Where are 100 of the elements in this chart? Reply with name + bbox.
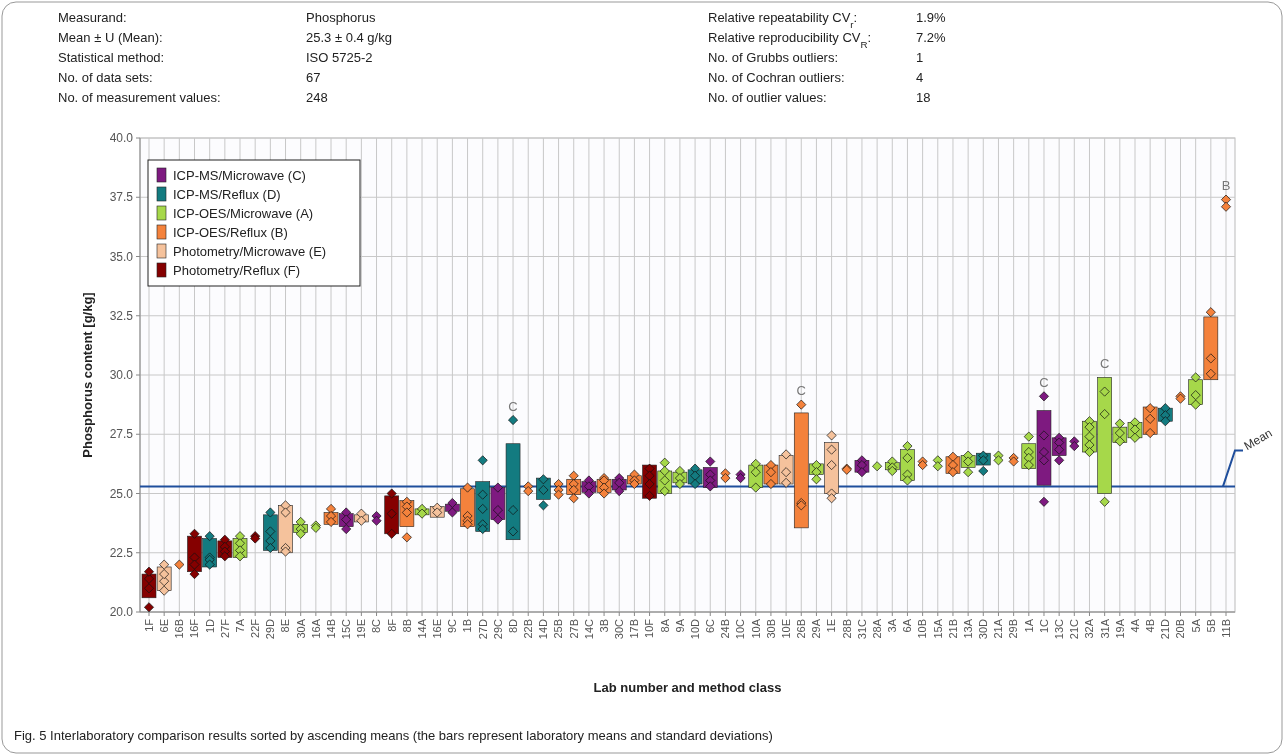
text: 4 bbox=[916, 70, 924, 85]
x-tick-label: 13A bbox=[961, 618, 974, 639]
x-tick-label: 14B bbox=[324, 619, 337, 639]
y-tick-label: 30.0 bbox=[109, 368, 134, 383]
x-tick-label: 17B bbox=[628, 619, 641, 639]
caption: Fig. 5 Interlaboratory comparison results sorted by ascending means (the bars represent laboratory means and standard deviations) bbox=[14, 728, 773, 743]
x-tick-label: 27D bbox=[476, 618, 489, 640]
x-tick-label: 19A bbox=[1113, 618, 1126, 639]
x-tick-label: 1C bbox=[1037, 618, 1050, 634]
x-tick-label: 10B bbox=[916, 619, 929, 639]
x-tick-label: 27B bbox=[567, 619, 580, 639]
legend-label: ICP-OES/Reflux (B) bbox=[173, 224, 288, 240]
x-tick-label: 29B bbox=[1007, 619, 1020, 639]
annotation: C bbox=[1039, 374, 1049, 390]
x-tick-label: 6E bbox=[158, 619, 171, 633]
text: 7.2% bbox=[916, 30, 947, 45]
x-tick-label: 10C bbox=[734, 618, 747, 640]
x-tick-label: 1E bbox=[825, 619, 838, 633]
text: Relative repeatability CV$_{r}$: bbox=[708, 10, 858, 30]
x-tick-label: 31C bbox=[855, 618, 868, 640]
y-tick-label: 40.0 bbox=[109, 131, 134, 146]
x-tick-label: 5B bbox=[1204, 619, 1217, 633]
x-tick-label: 11B bbox=[1219, 619, 1232, 638]
legend-label: ICP-OES/Microwave (A) bbox=[173, 205, 314, 221]
annotation: B bbox=[1221, 178, 1231, 194]
text: 248 bbox=[306, 90, 328, 105]
text: No. of measurement values: bbox=[58, 90, 221, 105]
text: Statistical method: bbox=[58, 50, 165, 65]
x-tick-label: 29A bbox=[810, 618, 823, 639]
legend-label: Photometry/Reflux (F) bbox=[173, 262, 301, 278]
x-tick-label: 21D bbox=[1159, 618, 1172, 640]
y-tick-label: 25.0 bbox=[109, 486, 134, 501]
x-tick-label: 19E bbox=[355, 619, 368, 639]
x-tick-label: 32A bbox=[1083, 618, 1096, 639]
x-tick-label: 8E bbox=[279, 619, 292, 633]
x-tick-label: 9C bbox=[446, 618, 459, 634]
x-tick-label: 4B bbox=[1144, 619, 1156, 633]
x-tick-label: 10D bbox=[688, 618, 701, 640]
annotation: C bbox=[1099, 355, 1110, 371]
text: Mean ± U (Mean): bbox=[58, 30, 163, 45]
x-tick-label: 3B bbox=[597, 619, 610, 633]
x-tick-label: 21B bbox=[946, 619, 959, 639]
text: 25.3 ± 0.4 g/kg bbox=[306, 30, 392, 45]
text: No. of Grubbs outliers: bbox=[708, 50, 839, 65]
x-tick-label: 27F bbox=[218, 618, 231, 638]
text: 18 bbox=[916, 90, 931, 105]
x-tick-label: 24B bbox=[719, 619, 732, 639]
x-tick-label: 1A bbox=[1022, 618, 1035, 633]
x-tick-label: 13C bbox=[1052, 618, 1065, 640]
x-tick-label: 6A bbox=[901, 618, 914, 633]
x-tick-label: 21C bbox=[1068, 618, 1081, 640]
x-tick-label: 25B bbox=[552, 619, 565, 639]
x-tick-label: 31A bbox=[1098, 618, 1111, 639]
x-axis-title: Lab number and method class bbox=[593, 680, 782, 695]
x-tick-label: 15C bbox=[340, 618, 353, 640]
x-tick-label: 16E bbox=[431, 619, 444, 639]
text: Phosphorus bbox=[306, 10, 376, 25]
annotation: C bbox=[796, 383, 806, 399]
x-tick-label: 20B bbox=[1174, 619, 1187, 639]
x-tick-label: 22B bbox=[522, 619, 535, 639]
x-tick-label: 29D bbox=[264, 618, 277, 640]
x-tick-label: 30D bbox=[977, 618, 990, 640]
x-tick-label: 30B bbox=[764, 619, 777, 639]
x-tick-label: 29C bbox=[491, 618, 504, 640]
x-tick-label: 10E bbox=[779, 619, 792, 639]
legend-label: ICP-MS/Reflux (D) bbox=[173, 186, 281, 202]
text: 1.9% bbox=[916, 10, 947, 25]
legend-label: Photometry/Microwave (E) bbox=[173, 243, 327, 259]
text: 67 bbox=[306, 70, 321, 85]
x-tick-label: 28B bbox=[840, 619, 853, 639]
y-tick-label: 35.0 bbox=[109, 249, 134, 264]
y-tick-label: 20.0 bbox=[109, 605, 134, 620]
x-tick-label: 5A bbox=[1189, 618, 1202, 633]
x-tick-label: 26B bbox=[795, 619, 808, 639]
text: Measurand: bbox=[58, 10, 127, 25]
x-tick-label: 1D bbox=[203, 618, 216, 634]
x-tick-label: 28A bbox=[870, 618, 883, 639]
x-tick-label: 1B bbox=[461, 619, 474, 633]
x-tick-label: 4A bbox=[1128, 618, 1141, 633]
x-tick-label: 15A bbox=[931, 618, 944, 639]
y-tick-label: 22.5 bbox=[109, 545, 134, 560]
x-tick-label: 10F bbox=[643, 618, 656, 638]
text: Relative reproducibility CV$_{R}$: bbox=[708, 30, 872, 50]
x-tick-label: 8F bbox=[385, 618, 398, 632]
y-tick-label: 32.5 bbox=[109, 308, 134, 323]
x-tick-label: 8D bbox=[506, 618, 519, 634]
ref-line-label: Mean bbox=[1241, 425, 1275, 453]
x-tick-label: 16A bbox=[309, 618, 322, 639]
x-tick-label: 9A bbox=[673, 618, 686, 633]
text: 1 bbox=[916, 50, 924, 65]
y-axis-title: Phosphorus content [g/kg] bbox=[80, 292, 95, 458]
x-tick-label: 30C bbox=[613, 618, 626, 640]
x-tick-label: 3A bbox=[886, 618, 899, 633]
x-tick-label: 6C bbox=[704, 618, 717, 634]
x-tick-label: 22F bbox=[249, 618, 262, 638]
x-tick-label: 8C bbox=[370, 618, 383, 634]
x-tick-label: 8B bbox=[400, 619, 413, 633]
annotation: C bbox=[508, 398, 518, 414]
x-tick-label: 7A bbox=[233, 618, 246, 633]
x-tick-label: 21A bbox=[992, 618, 1005, 639]
